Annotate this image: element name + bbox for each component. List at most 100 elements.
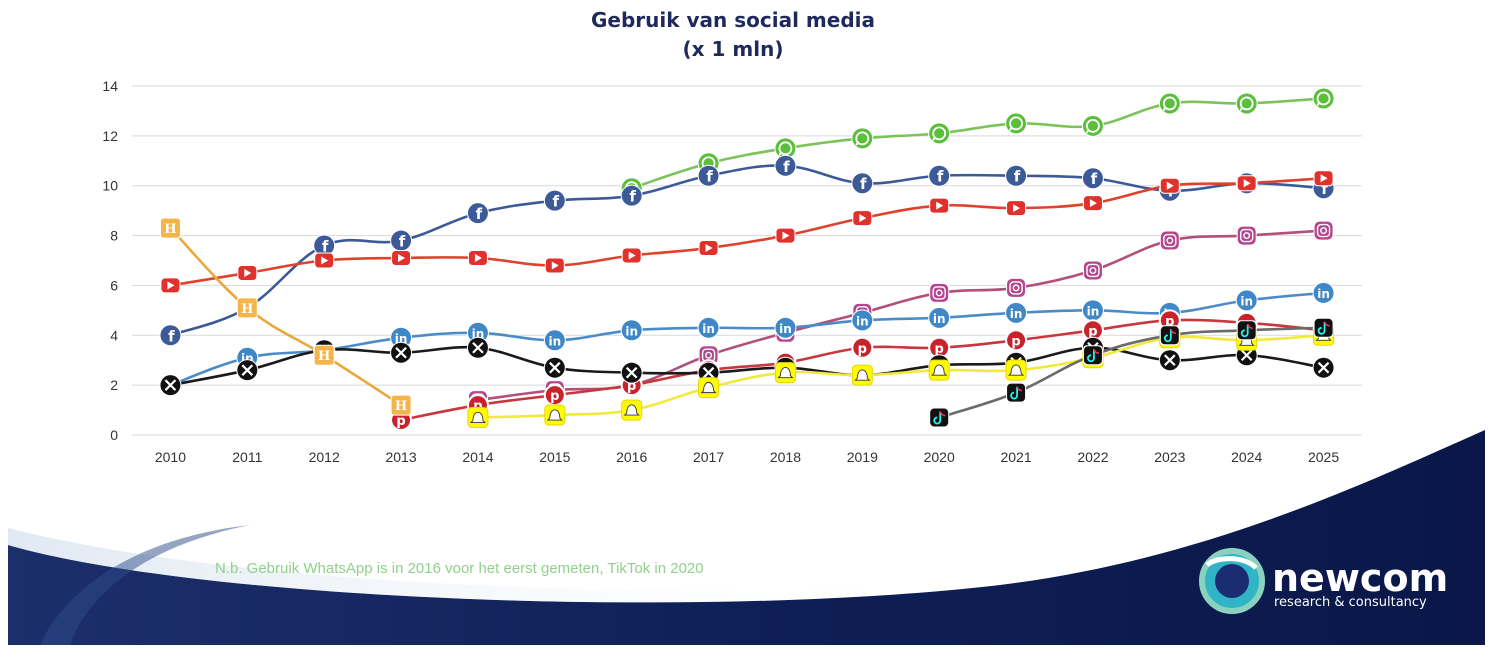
x-tick-label: 2024 — [1231, 449, 1262, 465]
whatsapp-icon — [774, 137, 797, 160]
hyves-line — [169, 226, 403, 407]
svg-text:H: H — [318, 349, 330, 364]
youtube-icon — [929, 197, 950, 214]
svg-text:H: H — [395, 399, 407, 414]
x-icon — [390, 341, 413, 364]
youtube-icon — [621, 247, 642, 264]
facebook-icon: f — [1081, 167, 1104, 190]
instagram-icon — [1082, 260, 1103, 281]
youtube-icon — [775, 227, 796, 244]
snapchat-icon — [467, 407, 489, 429]
youtube-icon — [467, 250, 488, 267]
svg-text:in: in — [1010, 307, 1023, 321]
linkedin-icon: in — [1312, 281, 1335, 304]
x-tick-label: 2010 — [155, 449, 186, 465]
linkedin-icon: in — [1081, 299, 1104, 322]
svg-text:in: in — [1240, 294, 1253, 308]
facebook-icon: f — [390, 229, 413, 252]
logo-tagline: research & consultancy — [1274, 595, 1427, 610]
svg-text:f: f — [1014, 168, 1021, 186]
svg-text:in: in — [625, 324, 638, 338]
svg-text:in: in — [933, 312, 946, 326]
facebook-icon: f — [313, 234, 336, 257]
x-tick-label: 2014 — [462, 449, 493, 465]
svg-text:in: in — [779, 322, 792, 336]
tiktok-icon — [1082, 345, 1103, 366]
tiktok-icon — [1159, 325, 1180, 346]
instagram-line — [476, 229, 1325, 402]
svg-text:p: p — [858, 342, 867, 357]
instagram-icon — [1006, 277, 1027, 298]
whatsapp-line — [630, 97, 1325, 190]
whatsapp-icon — [1005, 112, 1028, 135]
svg-text:f: f — [322, 238, 329, 256]
svg-text:H: H — [164, 222, 176, 237]
linkedin-line — [169, 291, 1325, 387]
svg-text:p: p — [935, 342, 944, 357]
svg-text:p: p — [1165, 314, 1174, 329]
x-tick-label: 2019 — [847, 449, 878, 465]
youtube-icon — [698, 240, 719, 257]
svg-text:in: in — [1087, 304, 1100, 318]
pinterest-icon: p — [851, 336, 874, 359]
svg-text:f: f — [783, 158, 790, 176]
x-tick-label: 2012 — [309, 449, 340, 465]
linkedin-icon: in — [620, 319, 643, 342]
youtube-line — [169, 176, 1325, 287]
hyves-icon: H — [236, 297, 258, 319]
pinterest-icon: p — [928, 336, 951, 359]
pinterest-icon: p — [1081, 319, 1104, 342]
svg-text:f: f — [706, 168, 713, 186]
series-lines — [169, 97, 1325, 422]
svg-text:p: p — [627, 379, 636, 394]
x-tick-label: 2022 — [1077, 449, 1108, 465]
x-icon — [159, 374, 182, 397]
svg-text:in: in — [856, 314, 869, 328]
youtube-icon — [1236, 175, 1257, 192]
x-icon — [620, 361, 643, 384]
svg-text:f: f — [476, 205, 483, 223]
grid — [132, 85, 1362, 436]
svg-text:f: f — [399, 233, 406, 251]
whatsapp-icon — [1235, 92, 1258, 115]
x-tick-label: 2015 — [539, 449, 570, 465]
newcom-logo-icon — [1199, 548, 1265, 614]
facebook-icon: f — [543, 189, 566, 212]
svg-text:H: H — [241, 302, 253, 317]
linkedin-icon: in — [697, 316, 720, 339]
facebook-icon: f — [466, 202, 489, 225]
x-tick-label: 2011 — [232, 449, 262, 465]
instagram-icon — [698, 345, 719, 366]
youtube-icon — [314, 252, 335, 269]
x-icon — [466, 336, 489, 359]
linkedin-icon: in — [928, 306, 951, 329]
youtube-icon — [160, 277, 181, 294]
facebook-icon: f — [697, 164, 720, 187]
whatsapp-icon — [928, 122, 951, 145]
x-axis: 2010 2011 2012 2013 2014 2015 2016 2017 2018 2019… — [155, 449, 1339, 465]
facebook-icon: f — [851, 172, 874, 195]
facebook-line — [169, 164, 1325, 337]
svg-text:in: in — [1317, 287, 1330, 301]
facebook-icon: f — [620, 184, 643, 207]
footer-swoosh — [8, 528, 1000, 603]
svg-text:f: f — [860, 175, 867, 193]
x-icon — [543, 356, 566, 379]
snapchat-icon — [928, 359, 950, 381]
x-icon — [1158, 349, 1181, 372]
footer-wave — [8, 430, 1485, 645]
svg-text:in: in — [702, 322, 715, 336]
youtube-icon — [1313, 170, 1334, 187]
y-tick-label: 0 — [110, 427, 118, 443]
footnote: N.b. Gebruik WhatsApp is in 2016 voor he… — [215, 560, 704, 577]
svg-text:p: p — [550, 389, 559, 404]
youtube-icon — [852, 210, 873, 227]
youtube-icon — [1159, 177, 1180, 194]
x-line — [169, 345, 1325, 387]
instagram-icon — [1313, 220, 1334, 241]
y-tick-label: 12 — [102, 128, 118, 144]
facebook-icon: f — [1005, 164, 1028, 187]
logo-name: newcom — [1272, 556, 1448, 600]
hyves-icon: H — [159, 217, 181, 239]
